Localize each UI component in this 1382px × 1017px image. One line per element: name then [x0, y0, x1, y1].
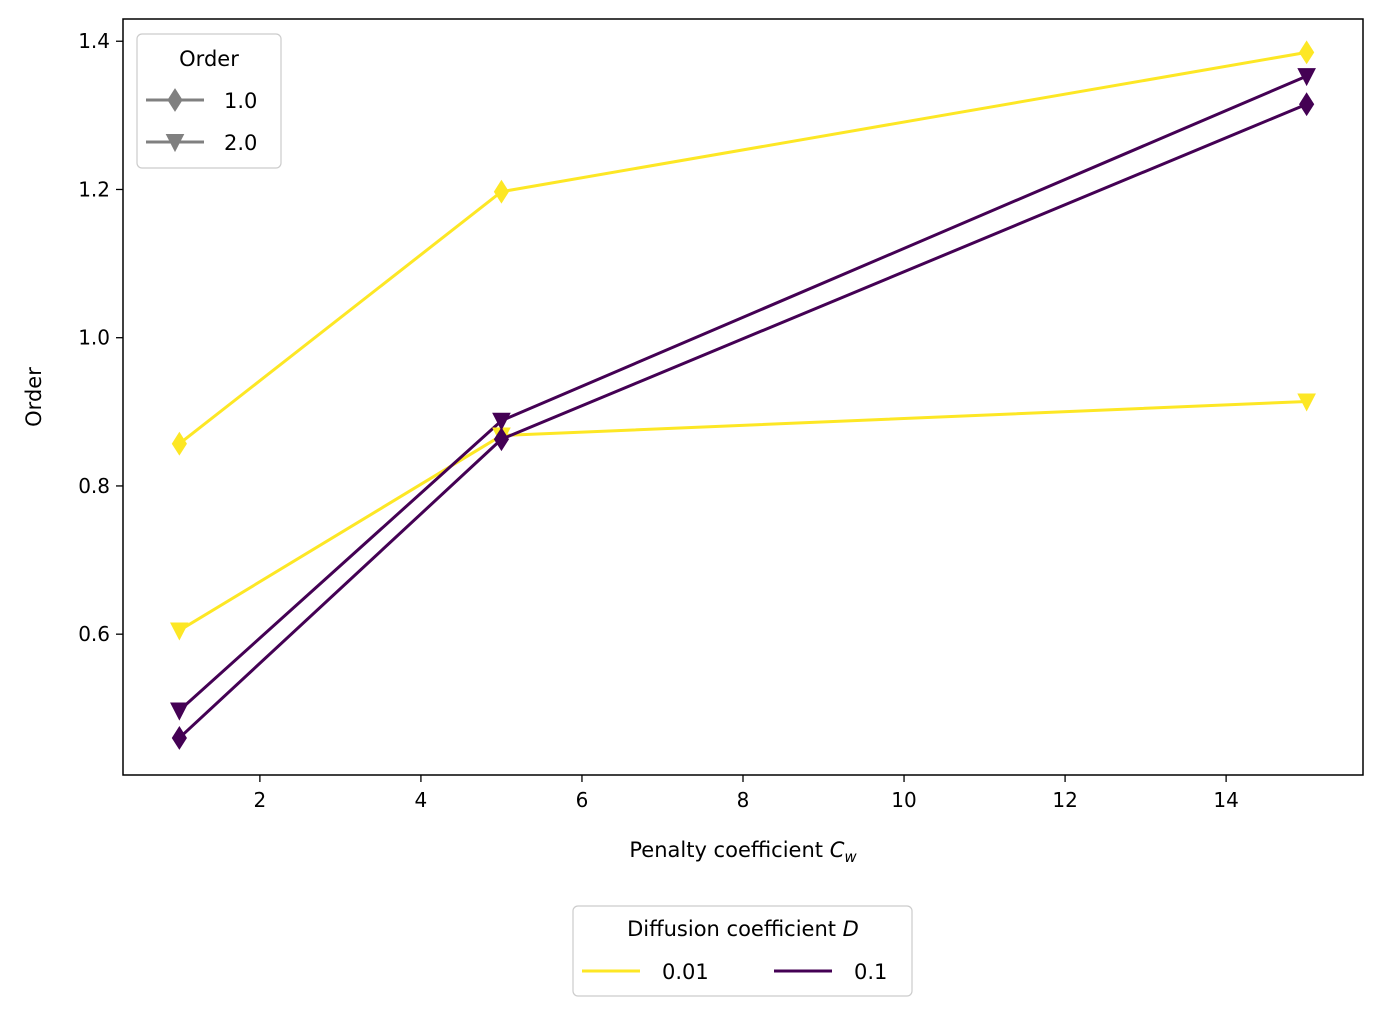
legend-diffusion-label: 0.1	[854, 960, 887, 984]
legend-order-label: 1.0	[224, 89, 257, 113]
legend-order-marker	[167, 88, 183, 112]
legend-diffusion: Diffusion coefficient D 0.01 0.1	[572, 905, 913, 997]
x-tick-label: 2	[254, 788, 267, 812]
plot-area	[122, 18, 1364, 776]
legend-order-entries: 1.0 2.0	[146, 88, 257, 155]
y-tick-label: 1.4	[78, 29, 110, 53]
legend-diffusion-frame	[572, 905, 913, 997]
y-tick-label: 1.2	[78, 177, 110, 201]
y-axis-label: Order	[22, 367, 46, 427]
legend-order-marker	[165, 134, 185, 153]
data-point-d-001-order-10	[493, 179, 510, 204]
legend-order-title: Order	[179, 47, 239, 71]
data-point-d-01-order-10	[493, 427, 510, 452]
data-point-d-01-order-20	[1297, 68, 1316, 87]
data-point-d-001-order-10	[171, 431, 187, 456]
data-point-d-001-order-20	[1297, 393, 1316, 412]
data-point-d-001-order-10	[1299, 40, 1315, 65]
data-point-d-01-order-10	[171, 726, 187, 750]
x-tick-label: 4	[415, 788, 428, 812]
x-tick-label: 14	[1213, 788, 1238, 812]
data-point-d-01-order-10	[1299, 92, 1315, 117]
y-tick-label: 0.6	[78, 622, 110, 646]
data-point-d-01-order-20	[170, 702, 189, 721]
series-markers	[170, 40, 1316, 750]
x-tick-label: 12	[1052, 788, 1077, 812]
legend-diffusion-label: 0.01	[662, 960, 709, 984]
legend-order-label: 2.0	[224, 131, 257, 155]
axis-ticks: 2 4 6 8 10 12 14 0.6 0.8 1.0 1.2 1.4	[78, 29, 1239, 812]
x-tick-label: 6	[576, 788, 589, 812]
legend-diffusion-title: Diffusion coefficient D	[627, 917, 859, 941]
data-point-d-001-order-20	[170, 622, 189, 641]
y-tick-label: 0.8	[78, 474, 110, 498]
x-axis-label: Penalty coefficient Cw	[629, 838, 857, 866]
legend-order: Order 1.0 2.0	[136, 33, 282, 169]
data-point-d-01-order-20	[492, 412, 511, 431]
y-tick-label: 1.0	[78, 326, 110, 350]
x-tick-label: 8	[737, 788, 750, 812]
x-tick-label: 10	[891, 788, 916, 812]
legend-diffusion-entries: 0.01 0.1	[582, 960, 887, 984]
